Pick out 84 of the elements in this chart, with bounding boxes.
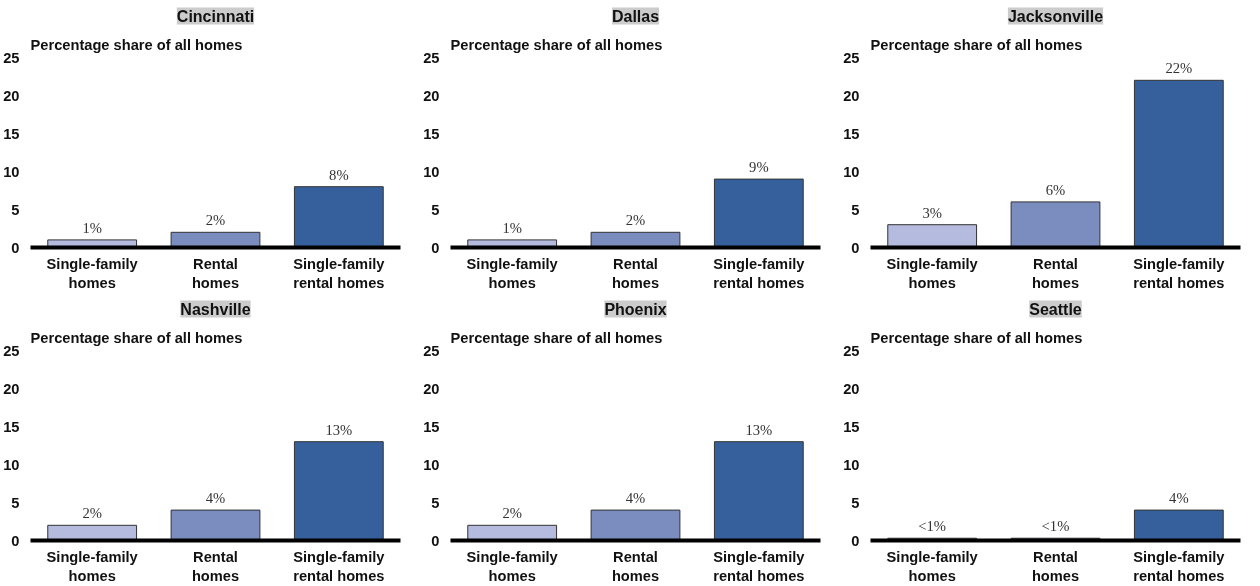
y-tick-label: 10 (3, 456, 20, 473)
data-label: 4% (1169, 490, 1189, 507)
y-tick-label: 25 (3, 342, 20, 359)
y-tick-label: 5 (11, 494, 20, 511)
y-axis-title: Percentage share of all homes (870, 329, 1083, 346)
y-tick-label: 20 (423, 380, 440, 397)
y-tick-label: 20 (843, 380, 860, 397)
y-tick-label: 10 (843, 456, 860, 473)
chart-title: Dallas (611, 7, 660, 25)
y-tick-label: 15 (423, 418, 440, 435)
x-tick-label: Single-family rental homes (293, 255, 386, 291)
x-tick-label: Rental homes (611, 255, 660, 291)
x-tick-label: Single-family homes (466, 548, 559, 584)
y-tick-label: 15 (843, 418, 860, 435)
y-tick-label: 0 (851, 239, 860, 256)
y-tick-label: 25 (843, 49, 860, 66)
x-tick-label: Rental homes (191, 548, 240, 584)
x-tick-label: Rental homes (191, 255, 240, 291)
y-tick-label: 10 (423, 163, 440, 180)
data-label: 1% (502, 219, 522, 236)
y-tick-label: 10 (423, 456, 440, 473)
y-tick-label: 0 (431, 239, 440, 256)
y-tick-label: 5 (11, 201, 20, 218)
y-tick-label: 25 (423, 342, 440, 359)
y-tick-label: 10 (843, 163, 860, 180)
y-tick-label: 25 (423, 49, 440, 66)
data-label: 13% (325, 421, 353, 438)
y-tick-label: 5 (431, 494, 440, 511)
data-label: 2% (502, 505, 522, 522)
data-label: 4% (625, 490, 646, 507)
data-label: 9% (749, 159, 769, 176)
y-tick-label: 25 (3, 49, 20, 66)
data-label: 3% (922, 204, 942, 221)
x-tick-label: Single-family homes (46, 548, 139, 584)
data-label: 4% (205, 490, 226, 507)
y-tick-label: 5 (851, 201, 860, 218)
x-tick-label: Single-family homes (466, 255, 559, 291)
data-label: 13% (745, 421, 773, 438)
data-label: <1% (1041, 518, 1070, 535)
y-axis-title: Percentage share of all homes (30, 329, 243, 346)
y-axis-title: Percentage share of all homes (30, 36, 243, 53)
chart-title: Nashville (180, 300, 251, 318)
chart-title: Jacksonville (1007, 7, 1104, 25)
y-axis-title: Percentage share of all homes (450, 36, 663, 53)
x-tick-label: Single-family rental homes (713, 548, 806, 584)
y-tick-label: 0 (851, 532, 860, 549)
y-tick-label: 20 (3, 87, 20, 104)
y-tick-label: 15 (423, 125, 440, 142)
y-tick-label: 20 (843, 87, 860, 104)
data-label: 2% (205, 212, 226, 229)
data-label: 22% (1165, 60, 1193, 77)
chart-title: Cincinnati (176, 7, 255, 25)
chart-title: Phoenix (604, 300, 667, 318)
x-tick-label: Rental homes (1031, 255, 1080, 291)
y-axis-title: Percentage share of all homes (450, 329, 663, 346)
data-label: 2% (82, 505, 102, 522)
y-tick-label: 15 (3, 418, 20, 435)
y-tick-label: 5 (851, 494, 860, 511)
x-tick-label: Rental homes (611, 548, 660, 584)
y-tick-label: 0 (11, 239, 20, 256)
y-tick-label: 20 (3, 380, 20, 397)
x-tick-label: Single-family homes (46, 255, 139, 291)
data-label: 8% (329, 166, 349, 183)
data-label: 2% (625, 212, 646, 229)
y-tick-label: 5 (431, 201, 440, 218)
data-label: <1% (918, 518, 947, 535)
x-tick-label: Single-family rental homes (1133, 255, 1226, 291)
y-tick-label: 20 (423, 87, 440, 104)
y-tick-label: 15 (843, 125, 860, 142)
y-tick-label: 15 (3, 125, 20, 142)
x-tick-label: Single-family rental homes (1133, 548, 1226, 584)
y-axis-title: Percentage share of all homes (870, 36, 1083, 53)
x-tick-label: Rental homes (1031, 548, 1080, 584)
x-tick-label: Single-family homes (886, 255, 979, 291)
x-tick-label: Single-family rental homes (713, 255, 806, 291)
x-tick-label: Single-family homes (886, 548, 979, 584)
chart-title: Seattle (1029, 300, 1082, 318)
data-label: 1% (82, 219, 102, 236)
y-tick-label: 25 (843, 342, 860, 359)
data-label: 6% (1045, 181, 1066, 198)
x-tick-label: Single-family rental homes (293, 548, 386, 584)
y-tick-label: 0 (11, 532, 20, 549)
y-tick-label: 10 (3, 163, 20, 180)
y-tick-label: 0 (431, 532, 440, 549)
